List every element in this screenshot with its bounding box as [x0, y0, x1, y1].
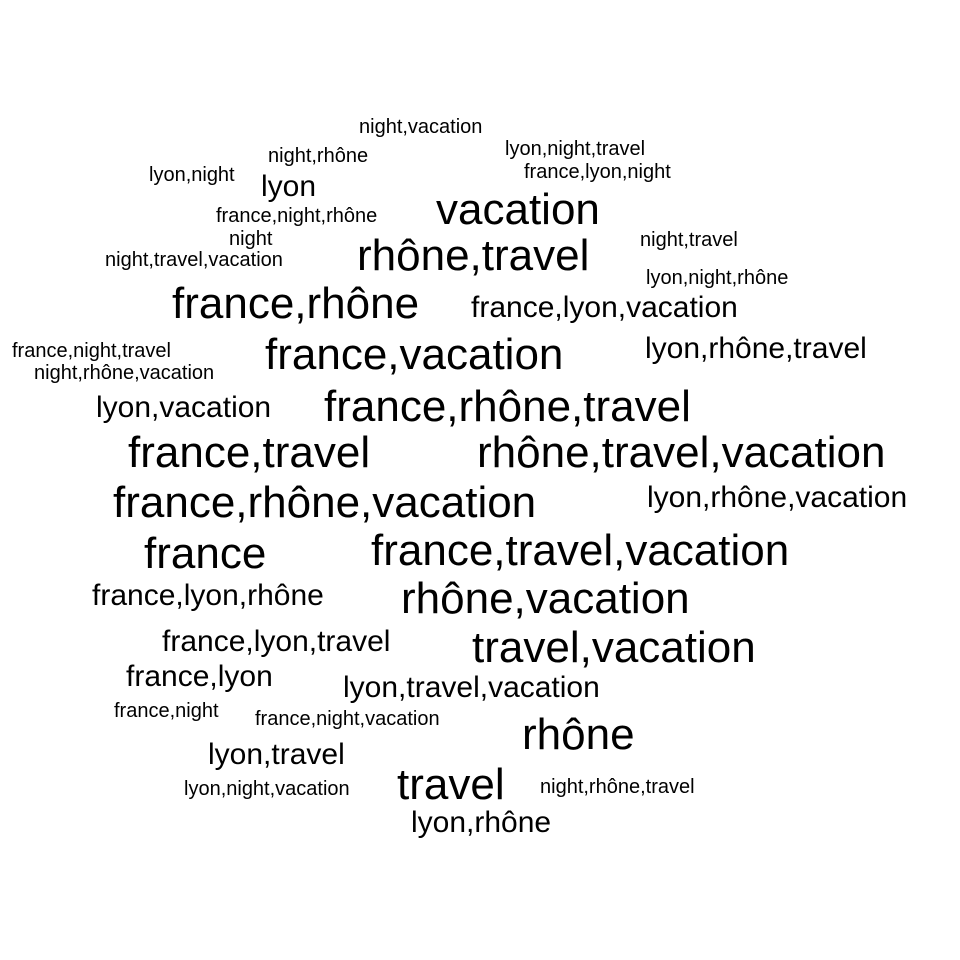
word-night-vacation: night,vacation: [359, 116, 483, 138]
word-vacation: vacation: [436, 185, 600, 234]
word-france-lyon-rhone: france,lyon,rhône: [92, 579, 324, 612]
word-night: night: [229, 228, 273, 250]
word-rhone: rhône: [522, 710, 635, 759]
word-france-travel-vacation: france,travel,vacation: [371, 526, 790, 575]
word-rhone-travel-vacation: rhône,travel,vacation: [477, 428, 886, 477]
word-night-rhone-vacation: night,rhône,vacation: [34, 362, 215, 384]
word-lyon-night-rhone: lyon,night,rhône: [646, 267, 789, 289]
word-lyon-rhone-vacation: lyon,rhône,vacation: [647, 481, 908, 514]
word-france-rhone-vacation: france,rhône,vacation: [113, 478, 537, 527]
word-france-lyon-night: france,lyon,night: [524, 161, 671, 183]
word-night-travel: night,travel: [640, 229, 738, 251]
word-france-rhone: france,rhône: [172, 279, 420, 328]
word-travel-vacation: travel,vacation: [472, 623, 756, 672]
word-france-night: france,night: [114, 700, 219, 722]
word-france-night-rhone: france,night,rhône: [216, 205, 378, 227]
word-night-travel-vacation: night,travel,vacation: [105, 249, 283, 271]
word-france-rhone-travel: france,rhône,travel: [324, 382, 691, 431]
word-france-night-travel: france,night,travel: [12, 340, 171, 362]
word-travel: travel: [397, 760, 505, 809]
word-lyon-rhone-travel: lyon,rhône,travel: [645, 332, 867, 365]
word-france-vacation: france,vacation: [265, 330, 564, 379]
word-night-rhone-travel: night,rhône,travel: [540, 776, 695, 798]
word-france-lyon: france,lyon: [126, 660, 273, 693]
word-lyon-night: lyon,night: [149, 164, 235, 186]
word-france: france: [144, 529, 267, 578]
word-rhone-travel: rhône,travel: [357, 231, 590, 280]
word-lyon-vacation: lyon,vacation: [96, 391, 272, 424]
word-lyon-rhone: lyon,rhône: [411, 806, 552, 839]
word-france-travel: france,travel: [128, 428, 371, 477]
word-france-lyon-vacation: france,lyon,vacation: [471, 291, 738, 324]
word-france-lyon-travel: france,lyon,travel: [162, 625, 391, 658]
word-lyon: lyon: [261, 170, 317, 203]
word-lyon-travel-vacation: lyon,travel,vacation: [343, 671, 600, 704]
word-france-night-vacation: france,night,vacation: [255, 708, 440, 730]
word-night-rhone: night,rhône: [268, 145, 369, 167]
word-rhone-vacation: rhône,vacation: [401, 574, 690, 623]
word-lyon-night-travel: lyon,night,travel: [505, 138, 646, 160]
word-lyon-travel: lyon,travel: [208, 738, 345, 771]
word-lyon-night-vacation: lyon,night,vacation: [184, 778, 350, 800]
